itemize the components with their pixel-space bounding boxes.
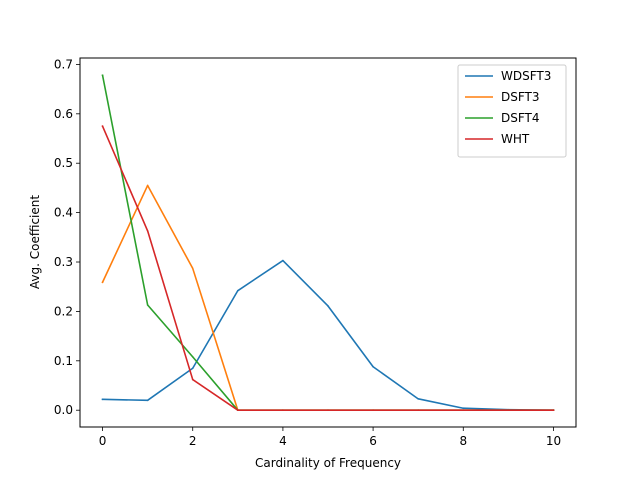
legend-label-wdsft3: WDSFT3 xyxy=(501,69,551,83)
data-point-wht xyxy=(191,378,194,381)
plot-frame xyxy=(79,57,577,428)
legend-label-dsft3: DSFT3 xyxy=(501,90,540,104)
data-point-wdsft3 xyxy=(417,398,419,400)
data-point-wht xyxy=(462,409,465,412)
data-point-wdsft3 xyxy=(327,305,329,307)
y-tick-label: 0.1 xyxy=(54,354,73,368)
data-point-wht xyxy=(507,409,510,412)
x-tick-label: 6 xyxy=(369,434,377,448)
data-point-wdsft3 xyxy=(462,407,465,410)
data-point-wht xyxy=(101,125,104,127)
data-point-wht xyxy=(417,409,419,412)
x-tick-label: 2 xyxy=(189,434,197,448)
x-tick-label: 0 xyxy=(99,434,107,448)
x-tick-label: 8 xyxy=(459,434,467,448)
y-tick-label: 0.3 xyxy=(54,255,73,269)
legend-box xyxy=(457,64,567,158)
series-layer xyxy=(101,74,555,412)
data-point-wdsft3 xyxy=(282,259,284,262)
legend: WDSFT3 DSFT3 DSFT4 WHT xyxy=(457,64,567,158)
data-point-wht xyxy=(146,230,149,232)
y-tick-label: 0.7 xyxy=(54,57,73,71)
data-point-wdsft3 xyxy=(101,398,104,401)
x-axis-label: Cardinality of Frequency xyxy=(255,456,401,470)
x-tick-label: 4 xyxy=(279,434,287,448)
y-axis-ticks: 0.0 0.1 0.2 0.3 0.4 0.5 0.6 0.7 xyxy=(54,57,80,417)
data-point-wht xyxy=(552,409,555,412)
data-point-dsft4 xyxy=(101,74,104,77)
y-tick-label: 0.0 xyxy=(54,403,73,417)
data-point-dsft4 xyxy=(191,356,194,358)
legend-label-dsft4: DSFT4 xyxy=(501,111,540,125)
y-axis-label: Avg. Coefficient xyxy=(28,195,42,289)
data-point-dsft4 xyxy=(146,304,149,306)
y-tick-label: 0.6 xyxy=(54,107,73,121)
y-tick-label: 0.4 xyxy=(54,206,73,220)
data-point-wdsft3 xyxy=(146,399,149,402)
data-point-dsft3 xyxy=(191,267,194,270)
data-point-wht xyxy=(282,409,284,412)
y-tick-label: 0.2 xyxy=(54,304,73,318)
x-tick-label: 10 xyxy=(546,434,561,448)
y-tick-label: 0.5 xyxy=(54,156,73,170)
data-point-wht xyxy=(327,409,329,412)
data-point-wht xyxy=(372,409,374,412)
data-point-dsft3 xyxy=(146,184,149,187)
x-axis-ticks: 0 2 4 6 8 10 xyxy=(99,427,561,448)
legend-label-wht: WHT xyxy=(501,132,530,146)
data-point-wdsft3 xyxy=(237,289,239,292)
data-point-dsft3 xyxy=(101,281,104,284)
data-point-wht xyxy=(237,409,239,412)
data-point-wdsft3 xyxy=(372,365,374,368)
data-point-wdsft3 xyxy=(191,367,194,370)
